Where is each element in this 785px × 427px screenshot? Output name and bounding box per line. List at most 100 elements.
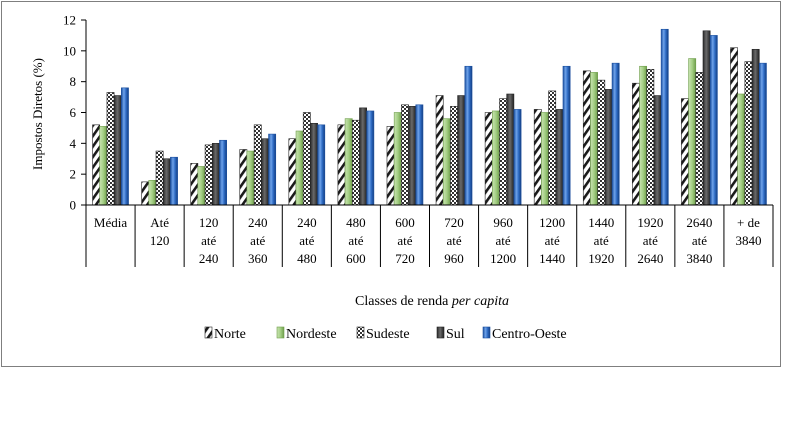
legend-swatch-sudeste (356, 326, 365, 339)
bar-norte (435, 95, 444, 206)
bar-nordeste (99, 126, 108, 206)
x-tick-label: Média (94, 215, 127, 230)
x-tick-label: 1200 até 1440 (539, 215, 565, 266)
legend-label-nordeste: Nordeste (286, 327, 337, 342)
bar-sudeste (744, 61, 753, 206)
bar-norte (533, 109, 542, 206)
bar-centro-oeste (415, 104, 424, 206)
bar-sul (211, 143, 220, 206)
y-axis-title: Impostos Diretos (%) (30, 58, 45, 170)
bar-nordeste (688, 58, 697, 206)
legend-label-sul: Sul (446, 327, 465, 342)
x-tick-label: 120 até 240 (199, 215, 219, 266)
bar-sul (751, 48, 760, 206)
x-axis-title: Classes de renda per capita (355, 294, 509, 309)
bar-norte (239, 149, 248, 206)
bar-centro-oeste (268, 133, 277, 206)
bar-nordeste (344, 118, 353, 206)
bar-sul (261, 138, 269, 206)
y-tick-label: 8 (70, 74, 77, 89)
bar-norte (337, 124, 346, 206)
bar-nordeste (541, 112, 549, 206)
bar-norte (386, 126, 395, 206)
bar-centro-oeste (709, 35, 718, 206)
bar-sudeste (106, 92, 115, 206)
x-tick-label: 1920 até 2640 (637, 215, 663, 266)
bar-nordeste (393, 112, 402, 206)
x-tick-label: 240 até 480 (297, 215, 317, 266)
bar-sudeste (351, 119, 360, 206)
y-tick-label: 0 (70, 198, 77, 213)
bar-norte (92, 124, 101, 206)
x-tick-label: 240 até 360 (248, 215, 268, 266)
bar-norte (484, 112, 493, 206)
bar-norte (582, 70, 591, 206)
bar-centro-oeste (317, 124, 326, 206)
bar-sul (457, 95, 466, 206)
bar-centro-oeste (170, 156, 178, 206)
y-tick-label: 4 (70, 136, 77, 151)
bar-centro-oeste (611, 62, 620, 206)
chart: 0 2 4 6 8 10 12 Média Até 120 120 até 240 240 até 360 24… (30, 13, 774, 342)
bar-sudeste (253, 124, 262, 206)
bar-norte (681, 98, 689, 206)
bar-sul (506, 93, 515, 206)
y-tick-label: 2 (70, 167, 77, 182)
bar-sul (702, 30, 711, 206)
bar-sul (113, 95, 122, 206)
legend-swatch-norte (204, 326, 213, 339)
legend-label-norte: Norte (214, 327, 246, 342)
bar-sudeste (204, 144, 213, 206)
bar-nordeste (639, 65, 648, 206)
bar-sul (653, 95, 662, 206)
x-tick-label: 960 até 1200 (490, 215, 516, 266)
legend-swatch-sul (436, 326, 445, 339)
bar-sudeste (450, 106, 458, 206)
bar-norte (632, 82, 640, 206)
bar-centro-oeste (660, 28, 669, 206)
bar-sudeste (695, 72, 704, 206)
bar-centro-oeste (562, 65, 571, 206)
legend-label-centro-oeste: Centro-Oeste (492, 327, 567, 342)
legend-swatch-centro-oeste (482, 326, 491, 339)
legend-swatch-nordeste (276, 326, 285, 339)
bar-nordeste (197, 166, 206, 206)
y-tick-label: 10 (63, 43, 76, 58)
y-tick-label: 12 (63, 13, 76, 28)
x-tick-label: + de 3840 (735, 215, 761, 248)
bar-norte (288, 138, 297, 206)
bar-centro-oeste (219, 139, 227, 206)
bar-norte (730, 47, 738, 206)
y-tick-label: 6 (70, 105, 77, 120)
x-tick-label: 1440 até 1920 (588, 215, 614, 266)
bar-sudeste (155, 150, 164, 206)
bar-nordeste (295, 130, 304, 206)
bar-norte (141, 181, 150, 206)
x-tick-label: 720 até 960 (444, 215, 464, 266)
bar-sul (359, 107, 367, 206)
bar-sudeste (302, 112, 311, 206)
chart-frame: 0 2 4 6 8 10 12 Média Até 120 120 até 240 240 até 360 24… (1, 1, 781, 367)
bar-nordeste (246, 150, 255, 206)
bar-centro-oeste (758, 62, 767, 206)
legend: Norte Nordeste Sudeste Sul Centro-Oeste (204, 326, 567, 342)
bar-nordeste (442, 118, 451, 206)
bar-nordeste (590, 72, 598, 206)
bar-nordeste (737, 93, 746, 206)
x-tick-label: 600 até 720 (395, 215, 415, 266)
bar-sul (310, 122, 318, 206)
bar-centro-oeste (464, 65, 473, 206)
bar-sudeste (646, 69, 655, 206)
bar-sul (555, 109, 564, 206)
bar-centro-oeste (366, 110, 375, 206)
bar-sudeste (401, 104, 409, 206)
x-tick-label: Até 120 (150, 215, 170, 248)
x-tick-label: 2640 até 3840 (686, 215, 712, 266)
bar-sul (162, 158, 171, 206)
bar-centro-oeste (121, 87, 129, 206)
bar-sudeste (548, 90, 557, 206)
bar-nordeste (148, 180, 157, 206)
bar-nordeste (492, 110, 500, 206)
bar-sul (604, 89, 613, 206)
legend-label-sudeste: Sudeste (366, 327, 410, 342)
